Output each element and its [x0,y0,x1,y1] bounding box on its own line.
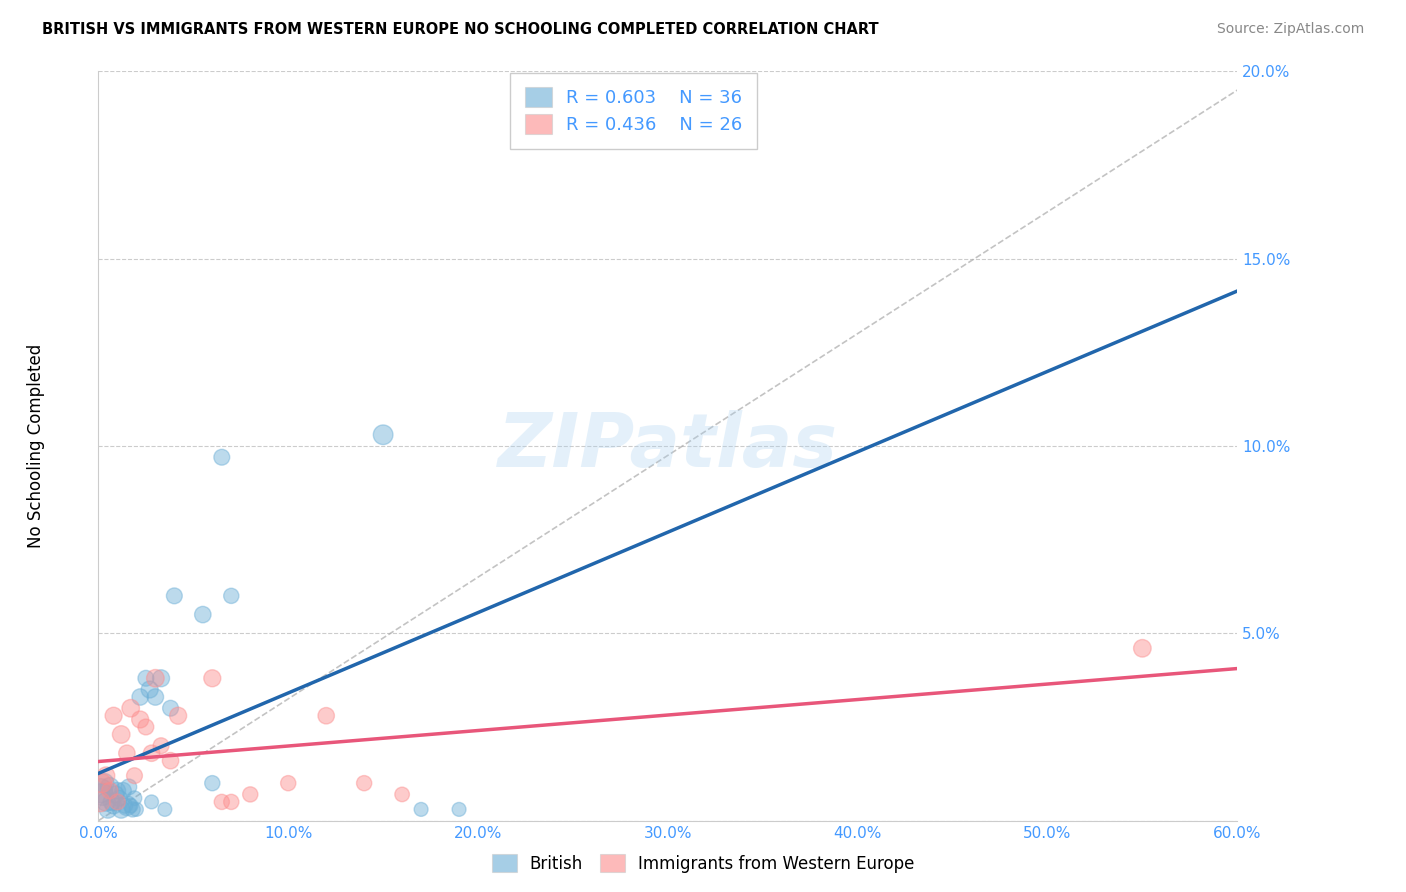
Point [150,739,173,753]
Point [112,783,135,797]
Point [110,802,132,816]
Point [100,795,122,809]
Point [104,788,127,802]
Point [98,783,121,797]
Point [121,802,143,816]
Point [94,795,117,809]
Point [411,802,433,816]
Point [239,788,262,802]
Point [201,776,224,790]
Point [135,720,157,734]
Point [391,788,413,802]
Point [115,798,138,813]
Point [89,795,111,809]
Point [97,802,120,816]
Point [91,776,114,790]
Point [108,791,131,805]
Point [211,450,233,465]
Point [315,708,337,723]
Point [103,708,125,723]
Point [107,783,129,797]
Point [138,682,160,697]
Point [125,802,148,816]
Point [221,589,243,603]
Point [371,427,394,442]
Point [353,776,375,790]
Text: ZIPatlas: ZIPatlas [498,409,838,483]
Point [103,798,125,813]
Point [110,727,132,741]
Point [107,795,129,809]
Point [449,802,471,816]
Point [120,701,142,715]
Point [221,795,243,809]
Point [159,701,181,715]
Point [201,671,224,685]
Point [153,802,176,816]
Point [91,788,114,802]
Point [1132,641,1154,656]
Point [191,607,214,622]
Point [118,780,141,794]
Text: No Schooling Completed: No Schooling Completed [27,344,45,548]
Point [129,713,152,727]
Text: BRITISH VS IMMIGRANTS FROM WESTERN EUROPE NO SCHOOLING COMPLETED CORRELATION CHA: BRITISH VS IMMIGRANTS FROM WESTERN EUROP… [42,22,879,37]
Legend: British, Immigrants from Western Europe: British, Immigrants from Western Europe [485,847,921,880]
Point [150,671,173,685]
Point [120,798,142,813]
Point [94,769,117,783]
Point [129,690,152,704]
Point [124,791,146,805]
Legend: R = 0.603    N = 36, R = 0.436    N = 26: R = 0.603 N = 36, R = 0.436 N = 26 [510,73,756,149]
Point [141,795,163,809]
Point [277,776,299,790]
Point [211,795,233,809]
Point [89,783,111,797]
Point [124,769,146,783]
Point [141,746,163,760]
Point [115,746,138,760]
Point [114,798,136,813]
Point [135,671,157,685]
Point [167,708,190,723]
Point [145,671,167,685]
Text: Source: ZipAtlas.com: Source: ZipAtlas.com [1216,22,1364,37]
Point [98,780,121,794]
Point [145,690,167,704]
Point [93,776,115,790]
Point [159,754,181,768]
Point [163,589,186,603]
